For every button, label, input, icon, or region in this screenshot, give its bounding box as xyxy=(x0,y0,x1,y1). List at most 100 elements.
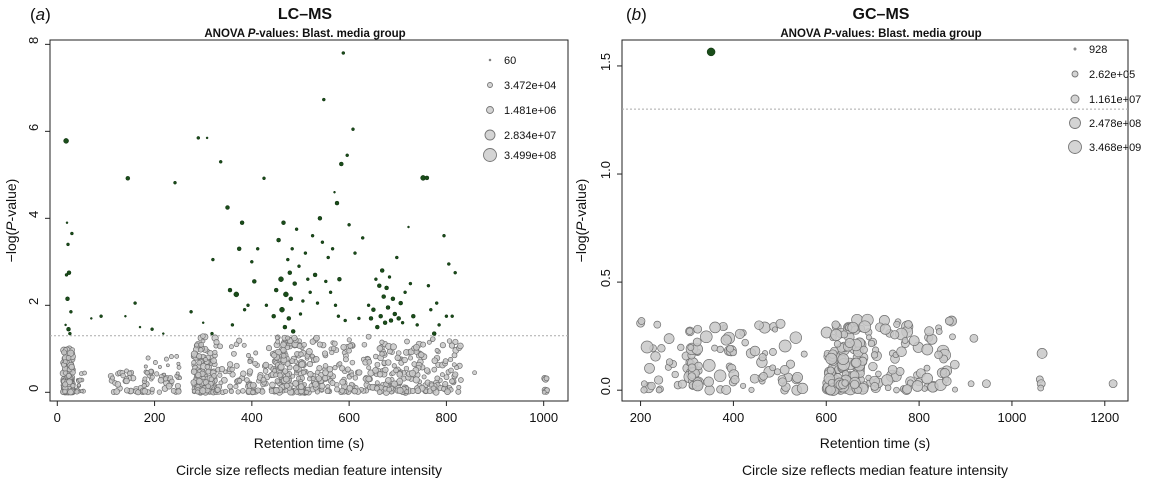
nonsignificant-point xyxy=(692,337,702,347)
nonsignificant-point xyxy=(306,361,313,368)
significant-point xyxy=(378,313,383,319)
nonsignificant-point xyxy=(356,369,363,376)
nonsignificant-point xyxy=(195,389,201,395)
nonsignificant-point xyxy=(887,364,898,375)
significant-point xyxy=(333,190,336,194)
significant-point xyxy=(255,247,260,251)
significant-point xyxy=(353,251,357,255)
significant-point xyxy=(382,320,388,325)
significant-point xyxy=(227,287,233,293)
nonsignificant-point xyxy=(205,368,212,375)
y-tick-label: 2 xyxy=(26,298,41,305)
nonsignificant-point xyxy=(292,364,300,372)
x-tick-label: 0 xyxy=(54,410,61,425)
panel-label: (a) xyxy=(30,5,51,24)
nonsignificant-point xyxy=(875,370,882,378)
significant-point xyxy=(278,276,284,282)
significant-point xyxy=(315,301,320,305)
x-axis-label: Retention time (s) xyxy=(820,435,930,451)
nonsignificant-point xyxy=(870,382,880,391)
data-points xyxy=(59,51,550,396)
nonsignificant-point xyxy=(421,374,427,380)
nonsignificant-point xyxy=(352,375,358,381)
nonsignificant-point xyxy=(952,386,958,393)
nonsignificant-point xyxy=(280,353,287,359)
significant-point xyxy=(375,324,380,330)
nonsignificant-point xyxy=(890,330,900,340)
nonsignificant-point xyxy=(241,342,247,348)
nonsignificant-point xyxy=(210,357,217,365)
nonsignificant-point xyxy=(844,338,855,348)
nonsignificant-point xyxy=(250,381,257,389)
significant-point xyxy=(90,317,93,320)
nonsignificant-point xyxy=(156,389,163,395)
nonsignificant-point xyxy=(430,336,436,342)
nonsignificant-point xyxy=(195,377,203,385)
nonsignificant-point xyxy=(62,381,69,388)
nonsignificant-point xyxy=(346,337,352,343)
nonsignificant-point xyxy=(339,387,346,394)
nonsignificant-point xyxy=(700,330,713,344)
significant-point xyxy=(343,318,347,323)
nonsignificant-point xyxy=(196,359,202,366)
nonsignificant-point xyxy=(269,381,276,389)
nonsignificant-point xyxy=(1108,379,1118,389)
nonsignificant-point xyxy=(720,334,732,346)
significant-point xyxy=(211,257,215,262)
significant-point xyxy=(395,255,399,260)
nonsignificant-point xyxy=(349,359,356,366)
y-tick-label: 4 xyxy=(26,211,41,218)
legend-label: 2.834e+07 xyxy=(504,130,556,142)
legend-label: 928 xyxy=(1089,44,1107,56)
significant-point xyxy=(286,257,290,262)
significant-point xyxy=(345,153,349,158)
nonsignificant-point xyxy=(217,372,223,378)
significant-point xyxy=(124,314,127,318)
nonsignificant-point xyxy=(282,375,290,383)
significant-point xyxy=(390,296,396,302)
nonsignificant-point xyxy=(942,376,952,386)
nonsignificant-point xyxy=(687,372,697,381)
y-tick-label: 0.0 xyxy=(598,377,613,395)
nonsignificant-point xyxy=(324,388,331,395)
nonsignificant-point xyxy=(169,378,175,384)
nonsignificant-point xyxy=(768,348,777,356)
significant-point xyxy=(379,268,385,273)
significant-point xyxy=(442,233,446,238)
nonsignificant-point xyxy=(123,387,131,394)
nonsignificant-point xyxy=(272,368,278,374)
nonsignificant-point xyxy=(640,380,648,388)
nonsignificant-point xyxy=(418,351,425,358)
legend-label: 3.499e+08 xyxy=(504,150,556,162)
significant-point xyxy=(250,260,254,264)
nonsignificant-point xyxy=(298,360,306,368)
legend-marker xyxy=(483,148,497,162)
nonsignificant-point xyxy=(543,375,550,382)
nonsignificant-point xyxy=(908,335,920,347)
significant-point xyxy=(310,233,315,238)
nonsignificant-point xyxy=(143,364,148,369)
nonsignificant-point xyxy=(413,343,420,351)
nonsignificant-point xyxy=(902,384,913,395)
x-tick-label: 400 xyxy=(723,410,745,425)
significant-point xyxy=(290,247,294,251)
nonsignificant-point xyxy=(205,383,211,390)
nonsignificant-point xyxy=(174,382,181,390)
nonsignificant-point xyxy=(411,361,418,367)
significant-point xyxy=(330,247,335,251)
y-tick-label: 6 xyxy=(26,124,41,131)
nonsignificant-point xyxy=(426,388,433,395)
legend-label: 3.468e+09 xyxy=(1089,142,1141,154)
panel-label: (b) xyxy=(626,5,647,24)
significant-point xyxy=(320,240,325,244)
nonsignificant-point xyxy=(967,380,975,388)
nonsignificant-point xyxy=(385,359,392,366)
nonsignificant-point xyxy=(423,367,431,374)
significant-point xyxy=(347,223,351,227)
nonsignificant-point xyxy=(198,347,204,353)
nonsignificant-point xyxy=(272,387,280,394)
nonsignificant-point xyxy=(671,370,679,379)
significant-point xyxy=(424,175,430,181)
significant-point xyxy=(385,305,391,310)
nonsignificant-point xyxy=(190,379,197,386)
